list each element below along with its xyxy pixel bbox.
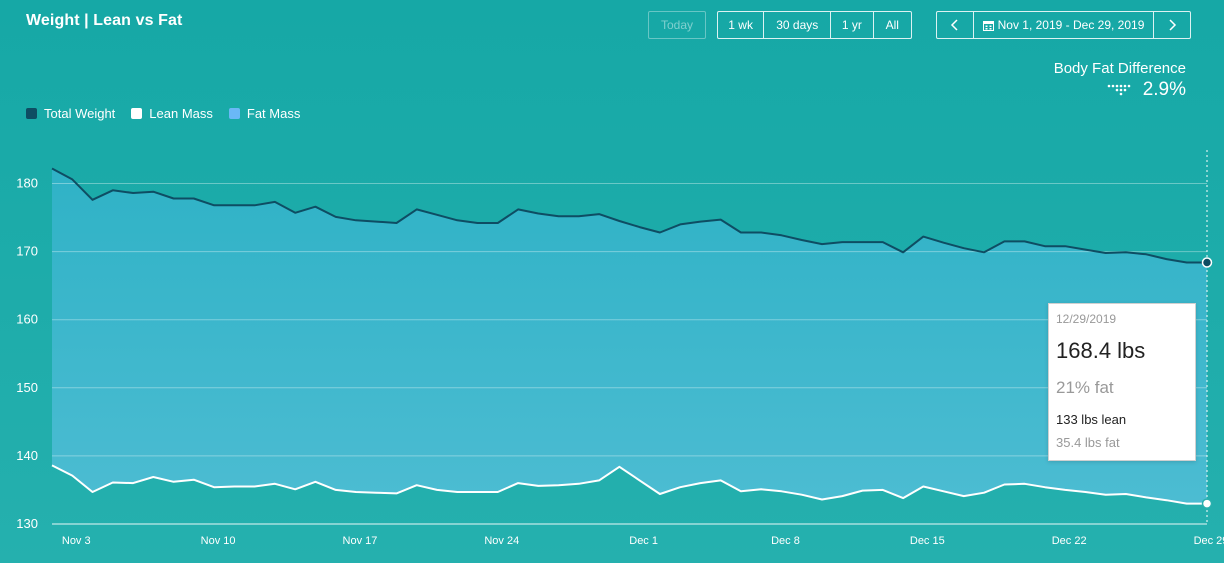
lean-mass-point xyxy=(1201,498,1213,509)
legend-label: Fat Mass xyxy=(246,106,301,121)
range-1wk-button[interactable]: 1 wk xyxy=(718,12,765,38)
date-navigator: Nov 1, 2019 - Dec 29, 2019 xyxy=(936,11,1191,39)
tooltip-fat-percent: 21% fat xyxy=(1056,378,1114,397)
y-tick-label: 180 xyxy=(16,176,38,191)
x-tick-label: Dec 22 xyxy=(1052,535,1087,547)
legend-label: Lean Mass xyxy=(149,106,213,121)
chart-legend: Total Weight Lean Mass Fat Mass xyxy=(26,106,300,121)
x-tick-label: Dec 29 xyxy=(1194,535,1224,547)
tooltip-fat: 35.4 lbs fat xyxy=(1056,435,1120,450)
legend-item-fat-mass[interactable]: Fat Mass xyxy=(228,106,301,121)
tooltip-weight: 168.4 lbs xyxy=(1056,338,1146,363)
range-30days-button[interactable]: 30 days xyxy=(764,12,832,38)
x-tick-label: Nov 24 xyxy=(484,535,519,547)
y-tick-label: 140 xyxy=(16,448,38,463)
total-weight-point xyxy=(1201,257,1213,268)
chevron-right-icon xyxy=(1169,19,1177,31)
date-range-picker[interactable]: Nov 1, 2019 - Dec 29, 2019 xyxy=(974,12,1155,38)
page-title: Weight | Lean vs Fat xyxy=(26,12,183,29)
x-tick-label: Nov 3 xyxy=(62,535,91,547)
y-tick-label: 160 xyxy=(16,312,38,327)
x-tick-label: Dec 8 xyxy=(771,535,800,547)
x-tick-label: Nov 10 xyxy=(201,535,236,547)
date-range-label: Nov 1, 2019 - Dec 29, 2019 xyxy=(997,18,1145,32)
x-tick-label: Nov 17 xyxy=(343,535,378,547)
today-button[interactable]: Today xyxy=(648,11,706,39)
range-all-button[interactable]: All xyxy=(885,18,899,32)
calendar-icon xyxy=(982,20,994,31)
y-tick-label: 150 xyxy=(16,380,38,395)
prev-period-button[interactable] xyxy=(937,12,974,38)
body-fat-difference: 2.9% xyxy=(1107,79,1186,101)
range-1yr-button[interactable]: 1 yr xyxy=(831,12,874,38)
body-fat-difference-value: 2.9% xyxy=(1142,79,1186,100)
y-tick-label: 130 xyxy=(16,516,38,531)
fitbit-logo-icon xyxy=(1107,84,1130,96)
y-tick-label: 170 xyxy=(16,244,38,259)
tooltip-lean: 133 lbs lean xyxy=(1056,412,1127,427)
lean-mass-line xyxy=(51,464,1207,505)
x-tick-label: Dec 15 xyxy=(910,535,945,547)
chevron-left-icon xyxy=(950,19,958,31)
legend-item-lean-mass[interactable]: Lean Mass xyxy=(131,106,213,121)
legend-swatch-total xyxy=(26,108,37,119)
x-tick-label: Dec 1 xyxy=(629,535,658,547)
data-tooltip: 12/29/2019 168.4 lbs 21% fat 133 lbs lea… xyxy=(1048,303,1196,461)
legend-item-total-weight[interactable]: Total Weight xyxy=(26,106,115,121)
range-selector: 1 wk 30 days 1 yr All xyxy=(717,11,912,39)
legend-swatch-lean xyxy=(131,108,143,119)
body-fat-difference-label: Body Fat Difference xyxy=(1053,60,1186,77)
fat-mass-area xyxy=(52,168,1207,504)
next-period-button[interactable] xyxy=(1154,12,1190,38)
legend-label: Total Weight xyxy=(44,106,116,121)
tooltip-date: 12/29/2019 xyxy=(1056,312,1117,326)
legend-swatch-fat xyxy=(228,108,240,119)
total-weight-line xyxy=(51,167,1207,264)
